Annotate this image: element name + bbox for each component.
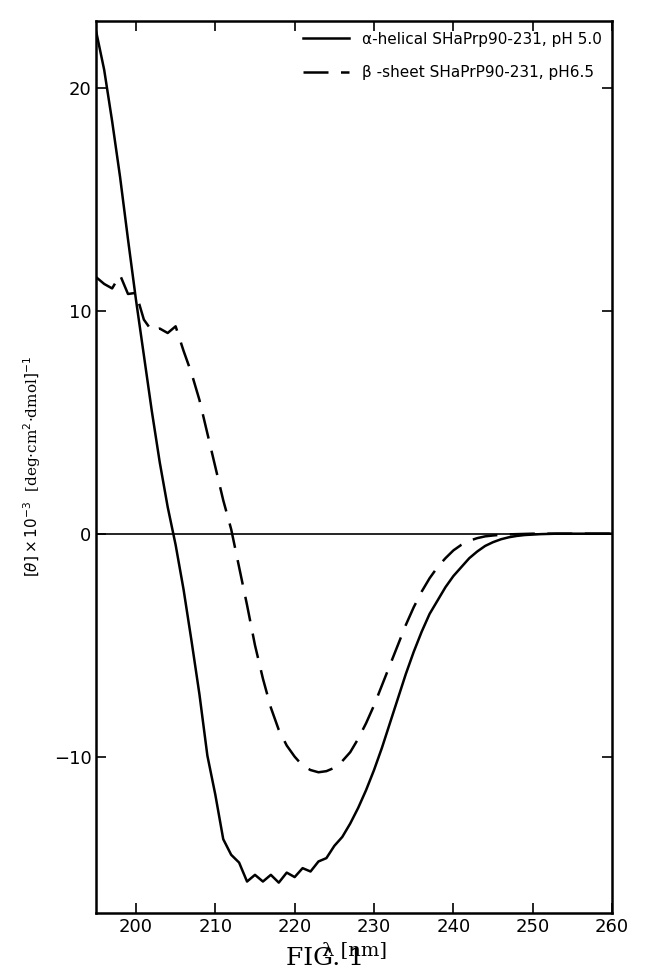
β -sheet SHaPrP90-231, pH6.5	[92, 271, 100, 283]
α-helical SHaPrp90-231, pH 5.0	[251, 869, 259, 881]
β -sheet SHaPrP90-231, pH6.5	[227, 523, 235, 535]
β -sheet SHaPrP90-231, pH6.5	[140, 314, 148, 325]
α-helical SHaPrp90-231, pH 5.0	[132, 294, 140, 306]
β -sheet SHaPrP90-231, pH6.5	[315, 766, 322, 778]
α-helical SHaPrp90-231, pH 5.0	[219, 833, 227, 845]
β -sheet SHaPrP90-231, pH6.5	[330, 761, 338, 773]
X-axis label: λ [nm]: λ [nm]	[322, 941, 387, 959]
β -sheet SHaPrP90-231, pH6.5	[608, 528, 616, 540]
α-helical SHaPrp90-231, pH 5.0	[608, 528, 616, 540]
Line: β -sheet SHaPrP90-231, pH6.5: β -sheet SHaPrP90-231, pH6.5	[96, 275, 612, 772]
α-helical SHaPrp90-231, pH 5.0	[322, 853, 330, 864]
α-helical SHaPrp90-231, pH 5.0	[275, 877, 283, 889]
Text: FIG. 1: FIG. 1	[286, 948, 364, 970]
β -sheet SHaPrP90-231, pH6.5	[259, 672, 266, 684]
β -sheet SHaPrP90-231, pH6.5	[513, 528, 521, 540]
β -sheet SHaPrP90-231, pH6.5	[339, 756, 346, 767]
Legend: α-helical SHaPrp90-231, pH 5.0, β -sheet SHaPrP90-231, pH6.5: α-helical SHaPrp90-231, pH 5.0, β -sheet…	[297, 25, 608, 86]
Line: α-helical SHaPrp90-231, pH 5.0: α-helical SHaPrp90-231, pH 5.0	[96, 32, 612, 883]
α-helical SHaPrp90-231, pH 5.0	[577, 528, 584, 540]
Y-axis label: $[\theta] \times 10^{-3}$  [deg$\cdot$cm$^2$$\cdot$dmol$]^{-1}$: $[\theta] \times 10^{-3}$ [deg$\cdot$cm$…	[21, 357, 42, 577]
α-helical SHaPrp90-231, pH 5.0	[92, 26, 100, 38]
α-helical SHaPrp90-231, pH 5.0	[505, 531, 513, 543]
β -sheet SHaPrP90-231, pH6.5	[116, 270, 124, 281]
